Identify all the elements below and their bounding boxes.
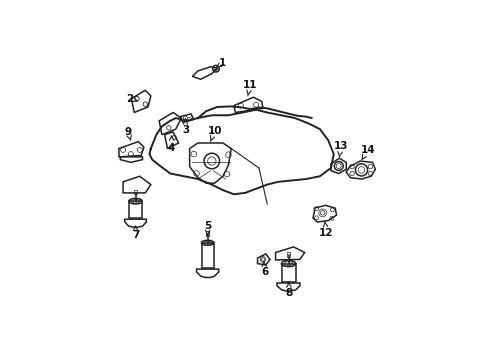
Text: 8: 8 — [285, 282, 292, 298]
Text: 10: 10 — [207, 126, 222, 141]
Bar — [129, 201, 142, 218]
Text: 3: 3 — [182, 119, 189, 135]
Text: 2: 2 — [126, 94, 137, 104]
Text: 1: 1 — [216, 58, 226, 68]
Text: 7: 7 — [132, 226, 139, 240]
Text: 11: 11 — [243, 80, 257, 96]
Text: 4: 4 — [167, 136, 175, 153]
Text: 9: 9 — [124, 127, 131, 140]
Text: 12: 12 — [318, 222, 333, 238]
Bar — [281, 264, 295, 282]
Text: 6: 6 — [261, 261, 268, 277]
Text: 13: 13 — [333, 141, 347, 157]
Text: 14: 14 — [360, 145, 375, 160]
Bar — [134, 190, 137, 194]
Text: 5: 5 — [203, 221, 211, 235]
Bar — [201, 243, 213, 268]
Bar — [286, 252, 289, 257]
Bar — [206, 231, 208, 236]
